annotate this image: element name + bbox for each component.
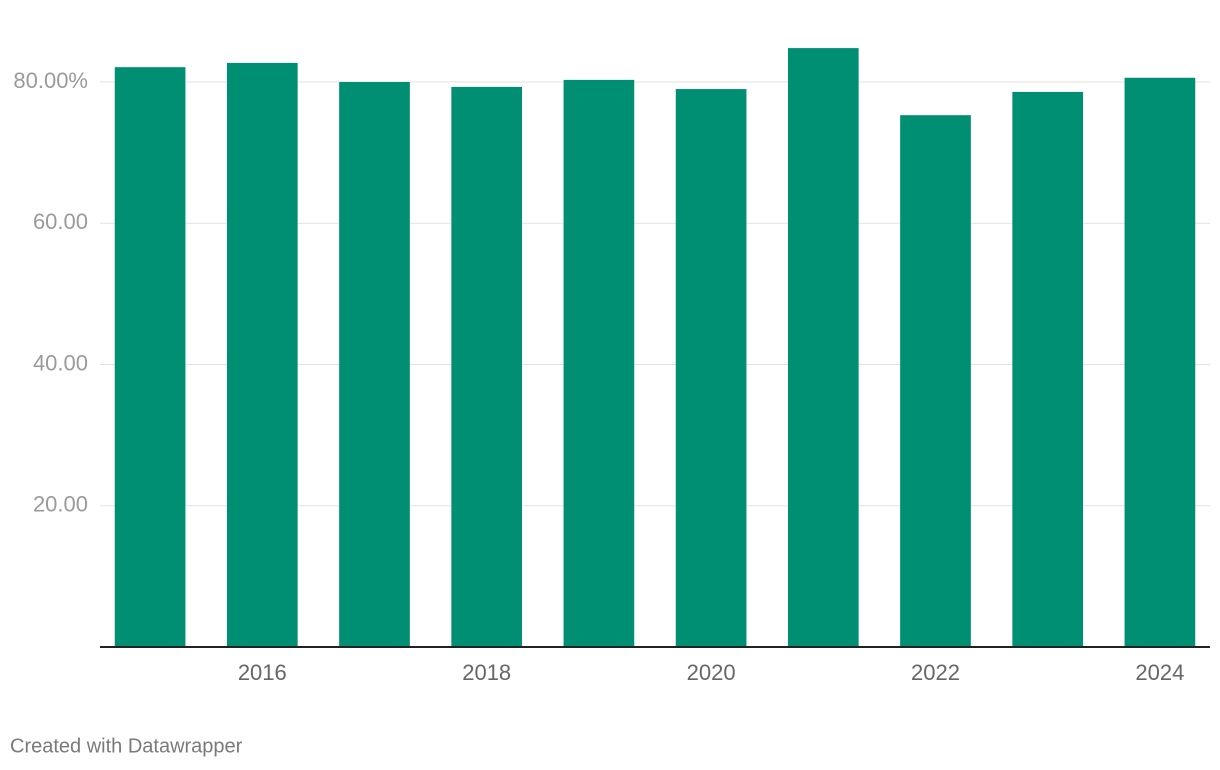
- credit: Created with Datawrapper: [10, 735, 243, 757]
- y-tick-label: 60.00: [33, 209, 88, 234]
- x-tick-label: 2020: [687, 660, 736, 685]
- x-tick-label: 2022: [911, 660, 960, 685]
- y-tick-label: 20.00: [33, 492, 88, 517]
- bar: [451, 86, 523, 648]
- y-tick-label: 40.00: [33, 350, 88, 375]
- x-tick-label: 2018: [462, 660, 511, 685]
- bar: [1124, 77, 1196, 647]
- bar: [675, 89, 747, 647]
- x-tick-label: 2016: [238, 660, 287, 685]
- bar: [900, 115, 971, 648]
- bar: [563, 79, 635, 648]
- x-tick-label: 2024: [1135, 660, 1184, 685]
- bar: [787, 48, 859, 648]
- bar: [114, 67, 186, 647]
- bar: [339, 82, 410, 647]
- bar: [1012, 91, 1084, 647]
- y-tick-label: 80.00%: [13, 68, 88, 93]
- bar: [226, 62, 298, 647]
